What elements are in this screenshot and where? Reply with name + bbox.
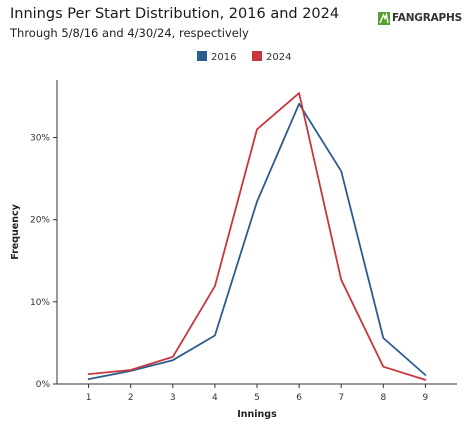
series-line-2016 xyxy=(87,102,427,381)
x-axis-title: Innings xyxy=(237,409,277,420)
x-tick-label: 5 xyxy=(254,393,260,403)
x-tick-label: 6 xyxy=(296,393,302,403)
x-tick-label: 7 xyxy=(338,393,344,403)
y-axis-title: Frequency xyxy=(10,203,21,259)
y-tick-label: 30% xyxy=(30,134,50,144)
fangraphs-logo-text: FANGRAPHS xyxy=(392,12,462,24)
legend-label-2024: 2024 xyxy=(266,52,291,63)
series-line-2024 xyxy=(87,92,427,381)
y-tick-label: 10% xyxy=(30,298,50,308)
x-tick-label: 3 xyxy=(170,393,176,403)
y-tick-label: 0% xyxy=(36,380,51,390)
legend-label-2016: 2016 xyxy=(211,52,236,63)
chart-axes xyxy=(53,80,457,388)
x-tick-label: 9 xyxy=(423,393,429,403)
x-tick-label: 2 xyxy=(128,393,134,403)
y-tick-label: 20% xyxy=(30,216,50,226)
chart-series xyxy=(87,92,427,381)
x-tick-label: 1 xyxy=(86,393,92,403)
x-tick-label: 4 xyxy=(212,393,218,403)
fangraphs-logo: FANGRAPHS xyxy=(378,10,462,26)
chart-subtitle: Through 5/8/16 and 4/30/24, respectively xyxy=(10,26,249,40)
chart-axis-labels: 0% 10% 20% 30% 1 2 3 4 5 6 7 8 9 Innings Frequency xyxy=(10,134,429,420)
chart-title: Innings Per Start Distribution, 2016 and… xyxy=(10,6,340,22)
fangraphs-logo-icon xyxy=(378,11,390,25)
legend-swatch-2016 xyxy=(197,51,207,61)
chart-legend: 2016 2024 xyxy=(197,51,291,63)
x-tick-label: 8 xyxy=(380,393,386,403)
legend-swatch-2024 xyxy=(252,51,262,61)
